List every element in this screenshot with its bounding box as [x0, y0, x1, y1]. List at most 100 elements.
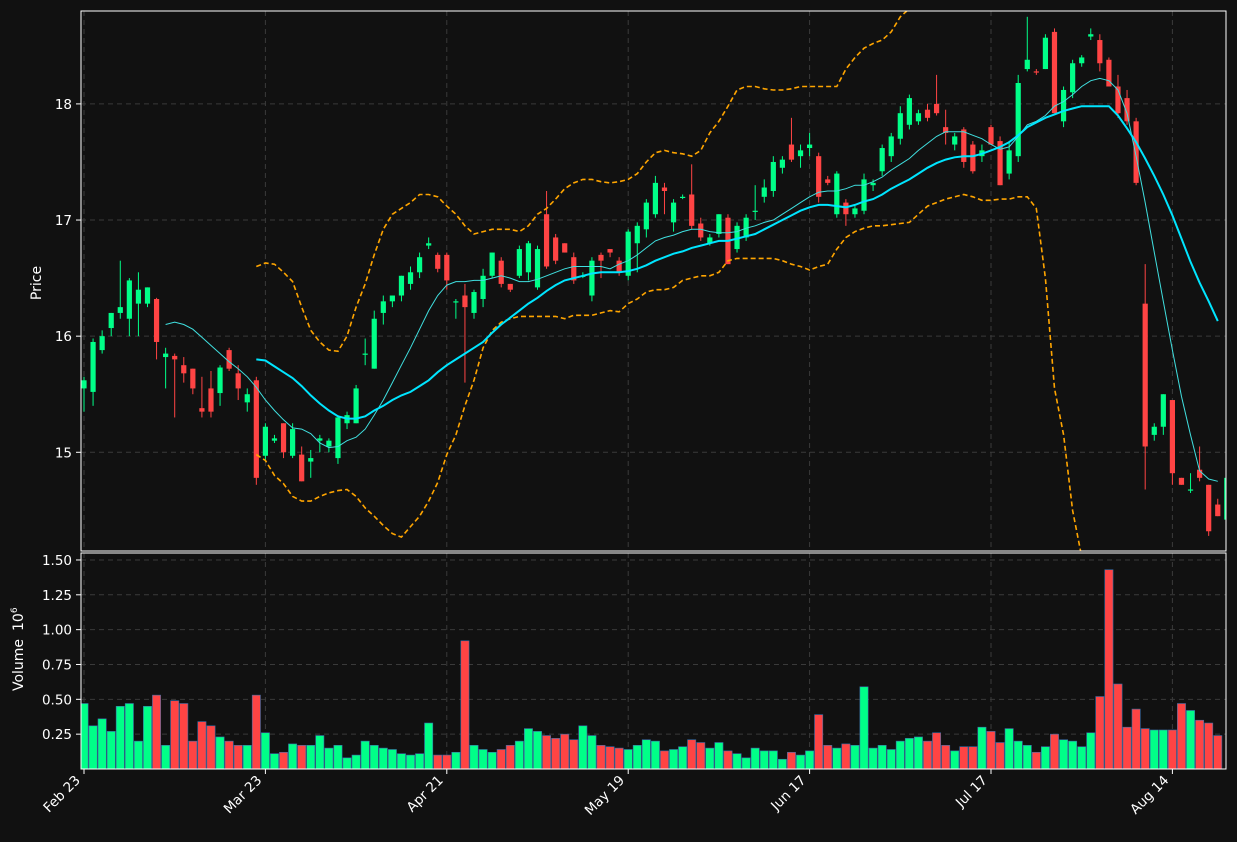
volume-bar [687, 739, 697, 769]
volume-bar [1186, 710, 1195, 769]
candle-body [861, 179, 867, 211]
volume-bar [850, 745, 860, 769]
volume-bar [106, 731, 116, 769]
volume-bar [1167, 729, 1177, 769]
candle-body [553, 237, 559, 261]
volume-panel-frame [80, 552, 1227, 770]
x-tick-label: Jun 17 [767, 773, 809, 815]
candle-body [1006, 150, 1012, 174]
volume-bars [81, 569, 1223, 769]
candle-body [172, 355, 178, 360]
candle-body [707, 237, 713, 244]
candle-body [843, 202, 849, 215]
candle-body [1197, 469, 1203, 478]
volume-bar [605, 746, 615, 769]
volume-bar [1213, 735, 1223, 769]
x-tick-label: Aug 14 [1127, 773, 1172, 818]
volume-bar [632, 745, 642, 769]
candle-body [299, 454, 305, 482]
candle-body [480, 275, 486, 299]
volume-bar [895, 740, 905, 769]
candle-body [217, 367, 223, 394]
candle-body [371, 318, 377, 369]
candle-body [852, 208, 858, 215]
volume-bar [696, 742, 706, 769]
candle-body [117, 307, 123, 313]
candle-body [897, 113, 903, 139]
candle-body [1206, 484, 1212, 532]
candle-body [453, 301, 459, 303]
volume-bar [152, 694, 161, 769]
candle-body [625, 231, 631, 276]
price-y-tick-label: 18 [55, 97, 72, 113]
volume-bar [587, 735, 597, 769]
volume-bar [805, 750, 815, 769]
x-tick-label: Mar 23 [221, 773, 266, 818]
candle-body [834, 173, 840, 215]
candle-body [407, 272, 414, 284]
volume-bar [460, 640, 470, 769]
volume-bar [406, 754, 415, 769]
volume-bar [81, 703, 89, 769]
candle-body [1097, 40, 1103, 64]
volume-bar [342, 757, 352, 769]
candle-body [135, 289, 142, 304]
candle-body [770, 161, 776, 191]
volume-bar [560, 733, 570, 769]
candle-body [825, 179, 831, 183]
volume-bar [1177, 703, 1186, 769]
volume-bar [115, 705, 125, 769]
volume-bar [923, 740, 932, 769]
candle-body [489, 252, 495, 276]
candle-body [262, 426, 268, 456]
candle-body [562, 243, 568, 253]
candle-body [997, 141, 1003, 186]
volume-bar [270, 753, 279, 769]
volume-bar [188, 740, 198, 769]
candle-body [99, 336, 105, 351]
candle-body [498, 260, 504, 284]
volume-bar [124, 703, 134, 769]
candle-body [924, 109, 931, 118]
volume-bar [650, 740, 660, 769]
volume-bar [823, 745, 833, 769]
volume-bar [333, 745, 343, 769]
candle-body [689, 194, 695, 226]
candle-body [235, 373, 241, 389]
candle-body [670, 202, 677, 223]
candle-body [353, 388, 359, 424]
volume-bar [732, 753, 742, 769]
volume-bar [886, 749, 896, 769]
volume-bar [986, 731, 996, 769]
candle-body [280, 423, 287, 453]
candle-body [416, 257, 423, 273]
price-y-tick-label: 15 [55, 445, 72, 461]
volume-bar [143, 705, 152, 769]
volume-bar [641, 739, 651, 769]
candle-body [589, 260, 595, 296]
candle-body [90, 341, 96, 392]
candle-body [534, 249, 541, 288]
candle-body [915, 113, 922, 122]
volume-bar [415, 753, 425, 769]
candle-body [952, 136, 958, 145]
price-series [81, 11, 1226, 551]
candle-body [462, 295, 468, 308]
volume-bar [514, 740, 524, 769]
volume-bar [959, 746, 969, 769]
volume-bar [1149, 729, 1159, 769]
candle-body [1060, 89, 1067, 122]
volume-bar [451, 751, 461, 769]
volume-bar [387, 749, 397, 769]
candle-body [380, 301, 386, 313]
candle-body [253, 380, 259, 478]
candle-body [816, 156, 822, 197]
volume-bar [496, 749, 506, 769]
volume-bar [705, 747, 715, 769]
volume-bar [1131, 708, 1141, 769]
volume-bar [596, 745, 606, 769]
candle-body [226, 350, 232, 369]
candle-body [108, 312, 114, 329]
candle-body [607, 249, 613, 253]
candle-body [1160, 394, 1166, 427]
